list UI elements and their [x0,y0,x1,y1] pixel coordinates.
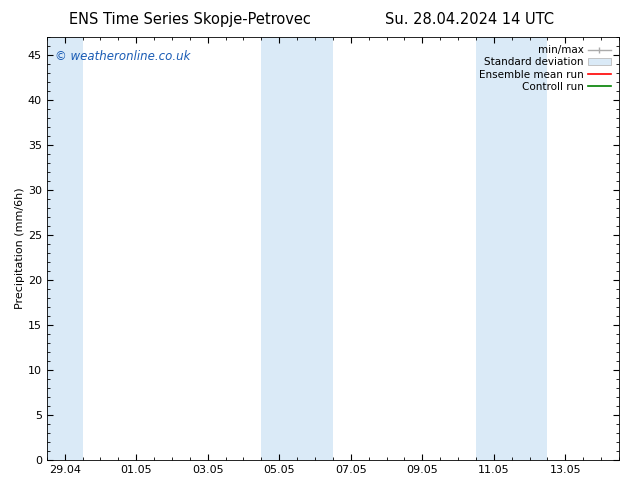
Bar [47,37,82,460]
Bar [261,37,333,460]
Text: ENS Time Series Skopje-Petrovec: ENS Time Series Skopje-Petrovec [69,12,311,27]
Text: © weatheronline.co.uk: © weatheronline.co.uk [55,50,191,63]
Bar [476,37,548,460]
Legend: min/max, Standard deviation, Ensemble mean run, Controll run: min/max, Standard deviation, Ensemble me… [476,42,614,95]
Text: Su. 28.04.2024 14 UTC: Su. 28.04.2024 14 UTC [385,12,553,27]
Y-axis label: Precipitation (mm/6h): Precipitation (mm/6h) [15,188,25,309]
